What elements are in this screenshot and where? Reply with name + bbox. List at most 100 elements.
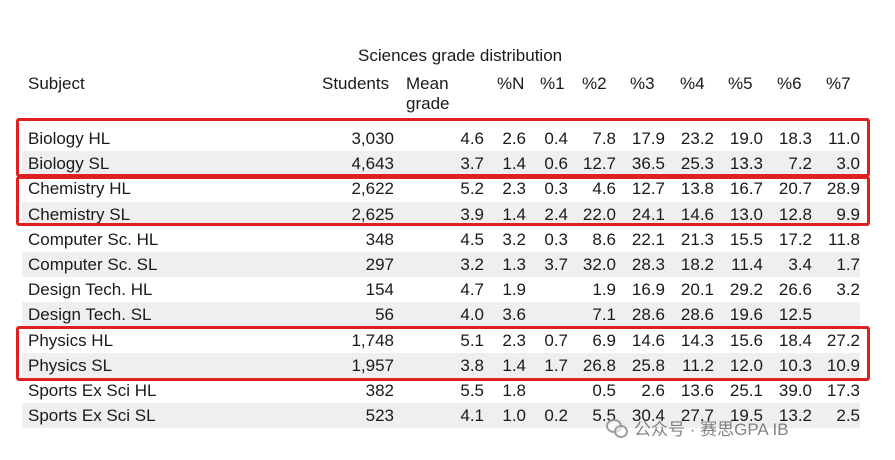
cell-students: 348: [365, 229, 394, 249]
cell-p2: 22.0: [582, 204, 616, 224]
cell-pN: 1.8: [502, 381, 526, 400]
cell-p1: 3.7: [544, 255, 568, 274]
cell-p1: 0.3: [544, 179, 568, 199]
cell-students: 1,748: [351, 330, 394, 350]
cell-p2: 0.5: [592, 381, 616, 400]
cell-mean: 5.5: [460, 381, 484, 400]
cell-p4: 21.3: [680, 229, 714, 249]
cell-students: 4,643: [351, 154, 394, 174]
cell-p1: 0.6: [544, 154, 568, 174]
cell-subject: Physics SL: [28, 355, 113, 375]
cell-pN: 2.6: [502, 129, 526, 148]
cell-p4: 23.2: [680, 129, 714, 148]
cell-p6: 17.2: [778, 229, 812, 249]
cell-students: 154: [365, 280, 394, 300]
cell-p2: 4.6: [592, 179, 616, 199]
cell-students: 1,957: [351, 355, 394, 375]
cell-p4: 13.6: [680, 381, 714, 400]
table-row: Sports Ex Sci HL 382 5.5 1.8 0.5 2.6 13.6 25.1 3…: [22, 378, 860, 403]
cell-p3: 28.6: [631, 305, 665, 325]
cell-p6: 13.2: [778, 406, 812, 426]
cell-p5: 29.2: [729, 280, 763, 300]
cell-p6: 3.4: [788, 255, 812, 274]
cell-p3: 2.6: [641, 381, 665, 400]
header-pct-4: %4: [680, 74, 705, 93]
cell-students: 3,030: [351, 129, 394, 148]
cell-p2: 6.9: [592, 330, 616, 350]
cell-p3: 22.1: [631, 229, 665, 249]
header-students: Students: [322, 74, 390, 93]
cell-p3: 12.7: [631, 179, 665, 199]
cell-p5: 13.0: [729, 204, 763, 224]
header-pct-n: %N: [497, 74, 525, 93]
cell-subject: Chemistry HL: [28, 179, 131, 199]
cell-pN: 2.3: [502, 179, 526, 199]
table-row: Chemistry SL 2,625 3.9 1.4 2.4 22.0 24.1 14.6 13…: [22, 201, 860, 227]
table-row: Physics SL 1,957 3.8 1.4 1.7 26.8 25.8 11.2 12.0…: [22, 352, 860, 378]
header-subject: Subject: [28, 74, 85, 93]
cell-p3: 24.1: [631, 204, 665, 224]
table-row: Physics HL 1,748 5.1 2.3 0.7 6.9 14.6 14.3 15.6 1…: [22, 328, 860, 353]
cell-p5: 11.4: [731, 255, 763, 274]
cell-subject: Sports Ex Sci SL: [28, 406, 156, 426]
cell-p1: 2.4: [544, 204, 568, 224]
cell-p3: 28.3: [631, 255, 665, 274]
cell-p3: 14.6: [631, 330, 665, 350]
cell-mean: 5.1: [460, 330, 484, 350]
header-mean-grade-line1: Mean: [406, 74, 449, 93]
cell-p7: 10.9: [826, 355, 860, 375]
cell-mean: 3.2: [460, 255, 484, 274]
cell-students: 382: [365, 381, 394, 400]
cell-p3: 16.9: [631, 280, 665, 300]
table-row: Biology HL 3,030 4.6 2.6 0.4 7.8 17.9 23.2 19.0 1…: [22, 126, 860, 151]
cell-p7: 1.7: [836, 255, 860, 274]
cell-p6: 39.0: [778, 381, 812, 400]
cell-p4: 27.7: [680, 406, 714, 426]
table-row: Computer Sc. SL 297 3.2 1.3 3.7 32.0 28.3 18.2 1…: [22, 252, 860, 277]
cell-p5: 15.6: [729, 330, 763, 350]
cell-mean: 4.5: [460, 229, 484, 249]
cell-mean: 3.9: [460, 204, 484, 224]
cell-p2: 26.8: [582, 355, 616, 375]
cell-students: 297: [365, 255, 394, 274]
cell-subject: Design Tech. HL: [28, 280, 153, 300]
cell-p6: 18.4: [778, 330, 812, 350]
cell-p2: 8.6: [592, 229, 616, 249]
cell-subject: Computer Sc. SL: [28, 255, 158, 274]
cell-p3: 25.8: [631, 355, 665, 375]
cell-p7: 17.3: [826, 381, 860, 400]
cell-pN: 1.3: [502, 255, 526, 274]
watermark-text: 公众号 · 赛思GPA IB: [634, 419, 789, 439]
cell-mean: 4.1: [460, 406, 484, 426]
header-pct-5: %5: [728, 74, 753, 93]
cell-p4: 25.3: [680, 154, 714, 174]
cell-p7: 28.9: [826, 179, 860, 199]
cell-p5: 25.1: [729, 381, 763, 400]
cell-p7: 3.0: [836, 154, 860, 174]
cell-mean: 3.8: [460, 355, 484, 375]
cell-pN: 3.6: [502, 305, 526, 325]
cell-pN: 2.3: [502, 330, 526, 350]
cell-students: 2,622: [351, 179, 394, 199]
cell-p5: 15.5: [729, 229, 763, 249]
cell-p6: 12.8: [778, 204, 812, 224]
cell-p5: 19.5: [729, 406, 763, 426]
cell-pN: 1.4: [502, 355, 526, 375]
header-pct-7: %7: [826, 74, 851, 93]
cell-p3: 17.9: [631, 129, 665, 148]
cell-p2: 32.0: [582, 255, 616, 274]
cell-mean: 3.7: [460, 154, 484, 174]
cell-p5: 19.6: [729, 305, 763, 325]
cell-pN: 1.4: [502, 204, 526, 224]
cell-p4: 28.6: [680, 305, 714, 325]
cell-p3: 36.5: [631, 154, 665, 174]
table-title: Sciences grade distribution: [358, 46, 563, 65]
cell-subject: Biology SL: [28, 154, 110, 174]
cell-p2: 7.8: [592, 129, 616, 148]
cell-subject: Biology HL: [28, 129, 111, 148]
cell-p4: 18.2: [680, 255, 714, 274]
header-mean-grade-line2: grade: [406, 94, 450, 113]
cell-p4: 13.8: [680, 179, 714, 199]
cell-pN: 1.4: [502, 154, 526, 174]
cell-p5: 16.7: [729, 179, 763, 199]
